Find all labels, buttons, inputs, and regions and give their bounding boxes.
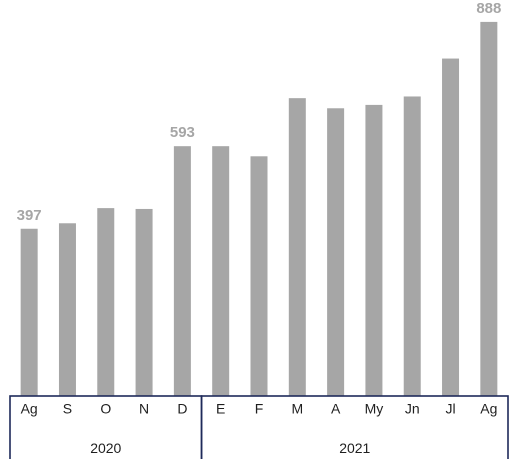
category-tick-label: My xyxy=(365,401,384,417)
data-labels-layer: 397 593 888 xyxy=(17,0,502,224)
category-tick-label: N xyxy=(139,401,149,417)
category-tick-label: A xyxy=(331,401,341,417)
group-label: 2021 xyxy=(339,440,370,456)
bars-layer xyxy=(20,21,498,397)
bar xyxy=(288,98,306,397)
bar xyxy=(212,146,230,396)
data-label: 593 xyxy=(170,124,195,141)
bar xyxy=(135,208,153,396)
group-frame xyxy=(200,395,509,459)
category-tick-label: Ag xyxy=(21,401,38,417)
category-tick-label: Ag xyxy=(480,401,497,417)
category-tick-label: Jl xyxy=(445,401,455,417)
bar xyxy=(365,104,383,396)
group-label: 2020 xyxy=(90,440,121,456)
bar xyxy=(327,108,345,397)
bar xyxy=(442,58,460,397)
category-tick-label: D xyxy=(177,401,187,417)
category-tick-label: S xyxy=(63,401,72,417)
category-tick-label: E xyxy=(216,401,225,417)
bar xyxy=(403,96,421,396)
bar xyxy=(58,223,76,396)
bar xyxy=(20,228,38,396)
bar xyxy=(250,156,268,396)
bar xyxy=(173,146,191,396)
category-tick-label: Jn xyxy=(405,401,420,417)
category-tick-label: F xyxy=(255,401,264,417)
data-label: 397 xyxy=(17,207,42,224)
data-label: 888 xyxy=(476,0,501,17)
category-tick-label: O xyxy=(100,401,111,417)
category-tick-label: M xyxy=(291,401,303,417)
category-axis: Ag S O N D E F M A My Jn Jl Ag 2020 2021 xyxy=(9,395,509,459)
bar xyxy=(480,21,498,397)
bar xyxy=(97,208,115,396)
